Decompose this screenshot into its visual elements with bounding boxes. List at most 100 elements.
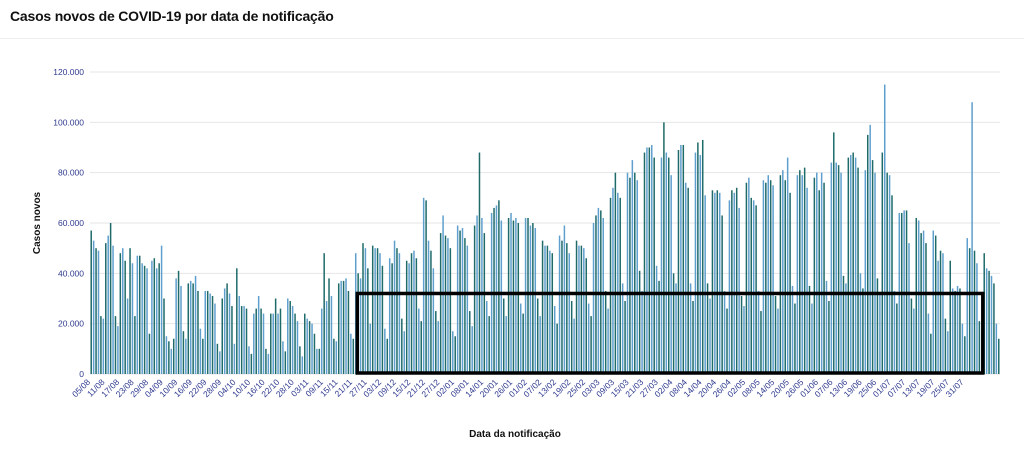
bar	[959, 288, 961, 374]
bar	[163, 298, 165, 374]
bar	[784, 180, 786, 374]
bar	[757, 290, 760, 374]
bar	[486, 301, 488, 374]
bar	[243, 306, 245, 374]
bar	[726, 308, 728, 374]
y-tick-label: 100.000	[53, 117, 84, 127]
bar	[427, 240, 430, 374]
bar	[454, 336, 456, 374]
bar	[379, 253, 381, 374]
bar	[182, 331, 185, 374]
bar	[260, 308, 262, 374]
bar	[697, 142, 699, 374]
bar	[689, 283, 692, 374]
bar	[160, 245, 163, 374]
bar	[961, 323, 964, 374]
bar	[818, 190, 820, 374]
bar	[170, 348, 173, 374]
bar	[624, 301, 626, 374]
bar	[840, 172, 842, 374]
bar	[665, 152, 668, 374]
bar	[728, 200, 731, 374]
bar	[854, 157, 857, 374]
bar	[534, 228, 537, 374]
bar	[752, 200, 755, 374]
bar	[168, 341, 170, 374]
bar	[294, 313, 296, 374]
bar	[573, 318, 575, 374]
bar	[342, 280, 345, 374]
bar	[359, 278, 362, 374]
bar	[551, 253, 554, 374]
bar	[333, 338, 335, 374]
bar	[738, 207, 740, 374]
bar	[668, 157, 670, 374]
bar	[335, 341, 338, 374]
bar	[221, 298, 223, 374]
y-tick-label: 120.000	[53, 67, 84, 77]
bar	[143, 265, 146, 374]
y-tick-label: 20.000	[58, 319, 84, 329]
bar	[138, 255, 141, 374]
bar	[199, 328, 202, 374]
bar	[393, 240, 396, 374]
bar	[886, 172, 888, 374]
bar	[524, 217, 527, 374]
bar	[998, 338, 1000, 374]
bar	[306, 318, 308, 374]
bar	[592, 223, 595, 374]
bar	[893, 290, 896, 374]
bar	[976, 263, 978, 374]
bar	[165, 336, 168, 374]
bar	[646, 147, 648, 374]
bar	[439, 233, 442, 374]
x-axis-ticks: 05/0811/0817/0823/0829/0804/0910/0916/09…	[70, 377, 966, 399]
bar	[692, 301, 694, 374]
bar	[619, 197, 621, 374]
bar	[92, 240, 95, 374]
bar	[308, 321, 311, 374]
bar	[857, 167, 859, 374]
bar	[194, 275, 197, 374]
bar	[95, 248, 97, 374]
bar	[954, 290, 956, 374]
bar	[947, 331, 949, 374]
bar	[660, 157, 663, 374]
bar	[211, 295, 214, 374]
y-axis-ticks: 0 20.000 40.000 60.000 80.000 100.000 120.000	[53, 67, 84, 379]
bar	[320, 308, 323, 374]
bar	[146, 268, 148, 374]
bar	[731, 190, 733, 374]
bar	[638, 270, 641, 374]
bar	[847, 157, 850, 374]
bar	[449, 248, 452, 374]
bar	[388, 258, 391, 374]
bar	[437, 321, 439, 374]
bar	[956, 285, 959, 374]
bar	[833, 132, 835, 374]
bar	[257, 295, 260, 374]
bar	[185, 338, 187, 374]
bar	[391, 263, 393, 374]
bar	[699, 155, 702, 374]
bar	[816, 172, 818, 374]
bar	[425, 200, 427, 374]
bar	[643, 152, 646, 374]
bar	[937, 260, 939, 374]
bar	[408, 263, 410, 374]
bar	[779, 175, 782, 374]
bar	[233, 343, 236, 374]
bar	[367, 268, 369, 374]
bar	[282, 341, 284, 374]
bar	[299, 346, 301, 374]
bar	[347, 290, 350, 374]
bar	[769, 180, 772, 374]
bar	[386, 338, 389, 374]
bar	[248, 346, 250, 374]
bar	[663, 122, 665, 374]
bar	[718, 192, 721, 374]
bar	[374, 248, 376, 374]
bar	[270, 313, 272, 374]
bar	[90, 230, 92, 374]
bar	[580, 245, 583, 374]
